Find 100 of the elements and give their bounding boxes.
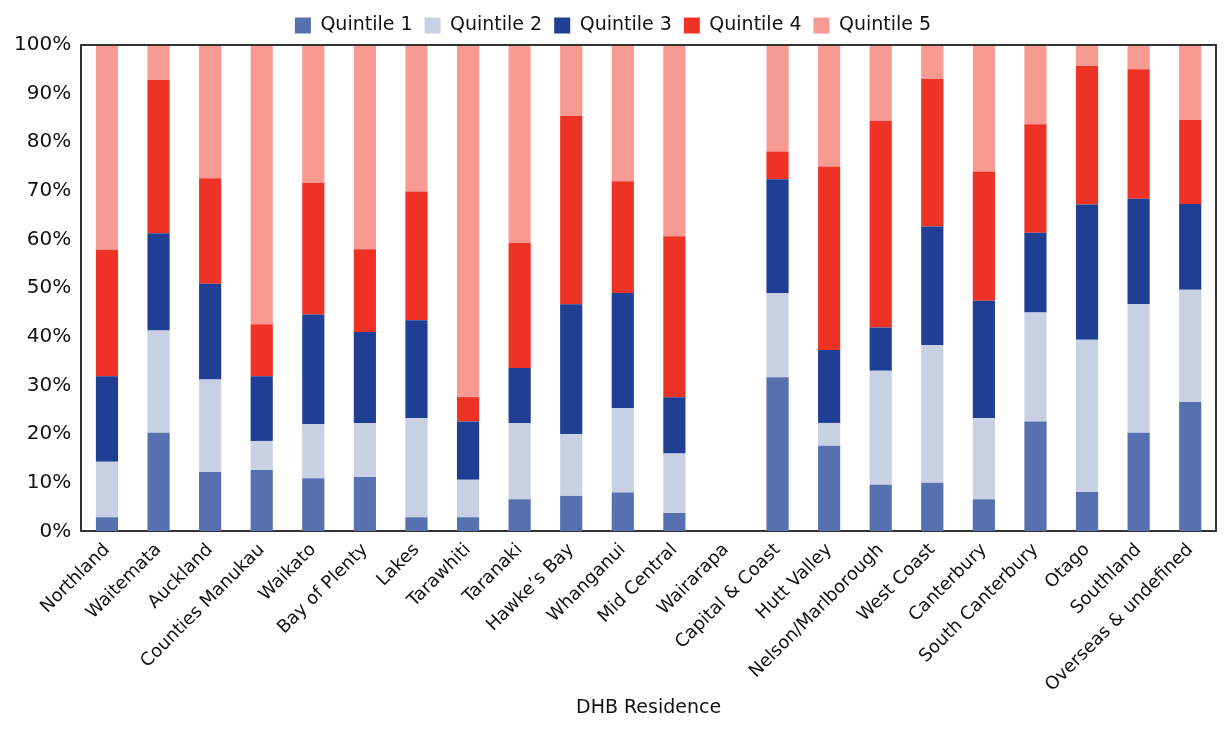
bar bbox=[1075, 45, 1099, 66]
bar bbox=[353, 331, 376, 423]
bar bbox=[1024, 232, 1047, 313]
bar bbox=[663, 512, 686, 532]
bar bbox=[611, 408, 634, 493]
bar bbox=[611, 293, 634, 409]
y-tick-label: 40% bbox=[26, 323, 72, 348]
bar bbox=[663, 236, 686, 398]
bar bbox=[560, 116, 583, 305]
bar bbox=[95, 45, 119, 250]
bar bbox=[818, 445, 841, 532]
bar bbox=[766, 179, 789, 294]
y-tick-label: 100% bbox=[13, 31, 72, 56]
bar bbox=[1024, 124, 1047, 233]
bar bbox=[1127, 69, 1150, 199]
bar bbox=[560, 495, 583, 532]
bar bbox=[405, 418, 428, 518]
bar bbox=[250, 440, 273, 471]
x-axis-title: DHB Residence bbox=[576, 694, 722, 717]
bar bbox=[1127, 304, 1150, 433]
bar bbox=[405, 320, 428, 419]
bar bbox=[95, 376, 119, 462]
bar bbox=[921, 45, 944, 80]
bar bbox=[663, 453, 686, 513]
bar bbox=[1024, 312, 1047, 422]
bar bbox=[1179, 401, 1202, 532]
bar bbox=[456, 421, 480, 480]
bar bbox=[560, 304, 583, 435]
bar bbox=[611, 45, 634, 182]
bar bbox=[147, 233, 170, 331]
bar bbox=[869, 45, 892, 121]
bar bbox=[1127, 45, 1150, 70]
bar bbox=[95, 517, 119, 532]
bar bbox=[199, 472, 222, 532]
bar bbox=[663, 45, 686, 237]
bar bbox=[663, 397, 686, 454]
y-tick-label: 0% bbox=[39, 517, 72, 542]
bar bbox=[766, 377, 789, 532]
bar bbox=[1179, 289, 1202, 402]
bar bbox=[766, 293, 789, 378]
bar bbox=[921, 226, 944, 346]
legend-label: Quintile 2 bbox=[450, 12, 543, 35]
legend-label: Quintile 3 bbox=[579, 12, 672, 35]
bar bbox=[869, 370, 892, 485]
bar bbox=[972, 45, 995, 172]
bar bbox=[818, 422, 841, 446]
bar bbox=[818, 45, 841, 167]
y-tick-label: 60% bbox=[26, 225, 72, 250]
bar bbox=[766, 45, 789, 152]
bar bbox=[560, 434, 583, 496]
bar bbox=[508, 422, 531, 500]
bar bbox=[456, 397, 480, 422]
bar bbox=[302, 182, 325, 315]
bar bbox=[972, 171, 995, 301]
bar bbox=[611, 181, 634, 294]
bar bbox=[95, 461, 119, 518]
bar bbox=[1075, 65, 1099, 205]
bar bbox=[405, 191, 428, 321]
bar bbox=[1179, 204, 1202, 290]
bar bbox=[353, 422, 376, 477]
bar bbox=[302, 424, 325, 479]
bar bbox=[147, 80, 170, 234]
bar bbox=[508, 499, 531, 532]
bar bbox=[972, 499, 995, 532]
bar bbox=[921, 345, 944, 483]
bar bbox=[456, 45, 480, 398]
legend-label: Quintile 1 bbox=[320, 12, 413, 35]
bar bbox=[508, 45, 531, 243]
y-tick-label: 20% bbox=[26, 420, 72, 445]
bar bbox=[921, 79, 944, 227]
y-tick-label: 10% bbox=[26, 468, 72, 493]
y-tick-label: 30% bbox=[26, 371, 72, 396]
bar bbox=[147, 45, 170, 81]
bar bbox=[147, 432, 170, 532]
bar bbox=[250, 45, 273, 325]
bar bbox=[972, 300, 995, 419]
bar bbox=[405, 517, 428, 532]
bar bbox=[1075, 204, 1099, 340]
bar bbox=[353, 249, 376, 332]
bar bbox=[972, 418, 995, 500]
bar bbox=[869, 120, 892, 328]
bar bbox=[250, 470, 273, 532]
bar bbox=[818, 166, 841, 350]
bar bbox=[1024, 421, 1047, 532]
bar bbox=[353, 476, 376, 532]
bar bbox=[302, 478, 325, 532]
bar bbox=[818, 349, 841, 423]
bar bbox=[199, 178, 222, 284]
bar bbox=[1127, 432, 1150, 532]
bar bbox=[1179, 119, 1202, 205]
legend-label: Quintile 4 bbox=[709, 12, 802, 35]
bar bbox=[456, 479, 480, 518]
bar bbox=[250, 376, 273, 441]
bar bbox=[405, 45, 428, 192]
bar bbox=[869, 484, 892, 532]
bar bbox=[1075, 491, 1099, 532]
y-tick-label: 80% bbox=[26, 128, 72, 153]
y-tick-label: 50% bbox=[26, 274, 72, 299]
bar bbox=[250, 324, 273, 377]
bar bbox=[560, 45, 583, 117]
